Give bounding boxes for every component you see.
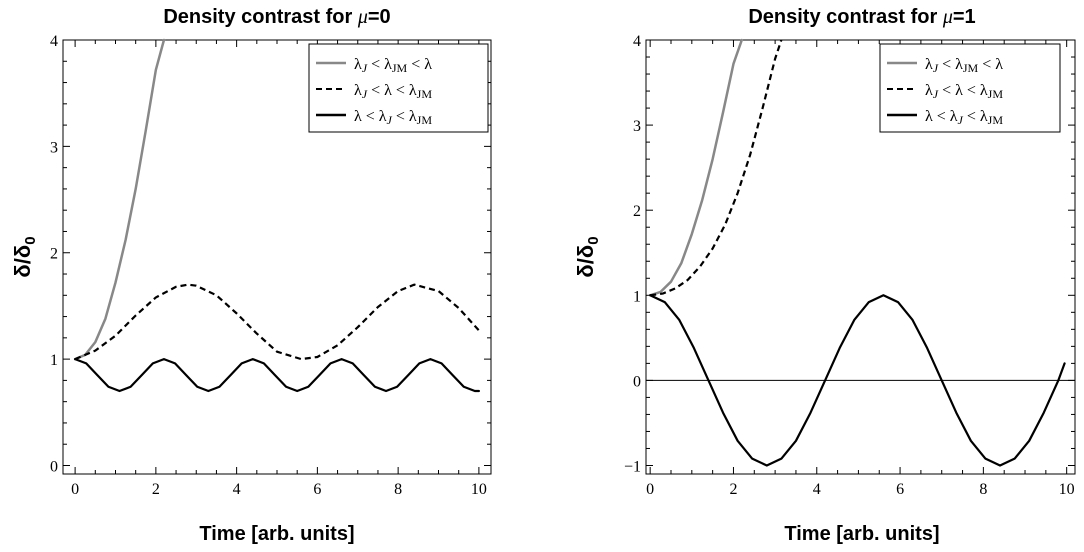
left-series <box>73 38 480 393</box>
right-series-line-2 <box>649 294 1066 467</box>
right-ytick-label: 1 <box>633 288 641 305</box>
left-series-line-1 <box>74 283 480 361</box>
left-xtick-label: 4 <box>233 481 241 498</box>
right-legend-label-2: λ < λJ < λJM <box>925 108 1003 127</box>
right-series-line-0 <box>648 38 744 297</box>
right-ticks: 0 2 4 6 8 10 −1 0 1 2 3 4 <box>624 33 1075 498</box>
right-legend-label-1: λJ < λ < λJM <box>925 82 1003 101</box>
right-xtick-label: 2 <box>729 481 737 498</box>
right-xtick-label: 0 <box>646 481 654 498</box>
right-plot-frame <box>645 39 1076 475</box>
right-xtick-label: 10 <box>1059 481 1075 498</box>
left-panel: Density contrast for μ=0 0 2 4 6 8 10 0 1 2 3 4 Ti… <box>10 6 492 545</box>
left-legend-label-0: λJ < λJM < λ <box>354 56 432 75</box>
left-ylabel: δ/δ0 <box>10 236 39 277</box>
right-xtick-label: 8 <box>979 481 987 498</box>
left-ytick-label: 1 <box>50 352 58 369</box>
right-legend-label-0: λJ < λJM < λ <box>925 56 1003 75</box>
right-ytick-label: 0 <box>633 373 641 390</box>
right-xlabel: Time [arb. units] <box>784 523 939 545</box>
left-series-line-0 <box>73 38 166 361</box>
left-ytick-label: 0 <box>50 458 58 475</box>
left-ytick-label: 2 <box>50 246 58 263</box>
left-title: Density contrast for μ=0 <box>163 6 390 28</box>
right-ylabel: δ/δ0 <box>573 236 602 277</box>
left-xtick-label: 6 <box>313 481 321 498</box>
right-xtick-label: 4 <box>813 481 821 498</box>
left-xtick-label: 2 <box>152 481 160 498</box>
left-legend-label-2: λ < λJ < λJM <box>354 108 432 127</box>
right-xtick-label: 6 <box>896 481 904 498</box>
left-ytick-label: 4 <box>50 33 58 50</box>
right-title: Density contrast for μ=1 <box>748 6 975 28</box>
right-ytick-label: 4 <box>633 33 641 50</box>
right-ytick-label: −1 <box>624 458 641 475</box>
left-xlabel: Time [arb. units] <box>199 523 354 545</box>
left-legend-label-1: λJ < λ < λJM <box>354 82 432 101</box>
left-series-line-2 <box>74 358 480 393</box>
right-legend: λJ < λJM < λ λJ < λ < λJM λ < λJ < λJM <box>879 43 1061 133</box>
left-xtick-label: 0 <box>71 481 79 498</box>
left-legend: λJ < λJM < λ λJ < λ < λJM λ < λJ < λJM <box>308 43 489 133</box>
left-xtick-label: 8 <box>394 481 402 498</box>
right-ytick-label: 2 <box>633 203 641 220</box>
left-xtick-label: 10 <box>471 481 487 498</box>
right-series-line-1 <box>650 39 783 297</box>
left-ytick-label: 3 <box>50 139 58 156</box>
right-panel: Density contrast for μ=1 0 2 4 6 8 10−101234 … <box>573 6 1076 545</box>
right-series <box>648 38 1066 467</box>
right-ytick-label: 3 <box>633 118 641 135</box>
